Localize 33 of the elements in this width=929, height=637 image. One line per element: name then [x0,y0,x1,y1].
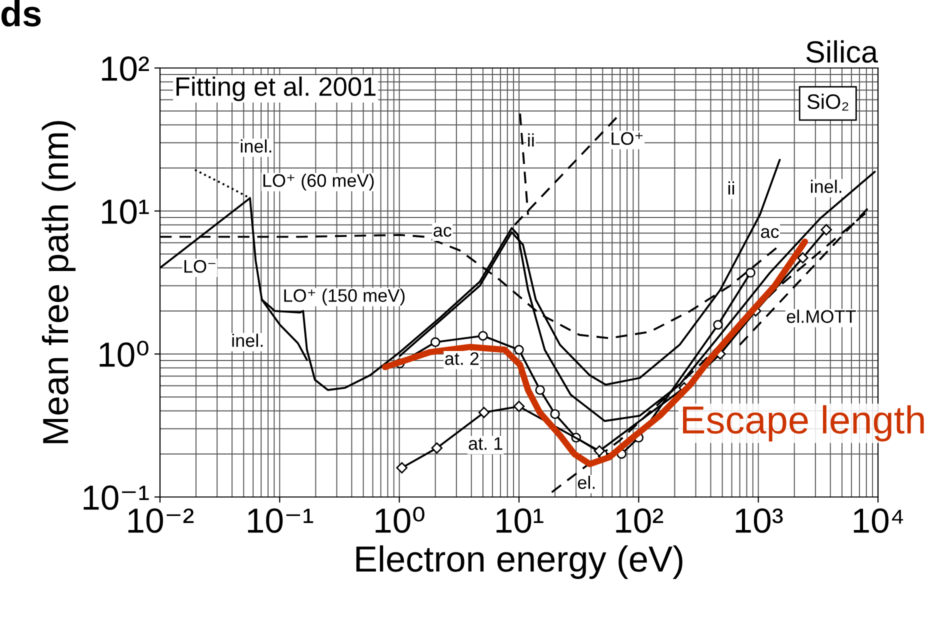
annotation: ii [528,133,534,146]
annotation: SiO₂ [807,94,848,111]
x-tick-label: 10⁻¹ [248,508,314,533]
annotation: ac [761,228,779,238]
x-tick-label: 10⁻² [128,508,194,533]
series-label: Escape length [683,405,924,442]
y-tick-label: 10¹ [102,199,149,224]
chart-title: Silica [806,40,878,63]
annotation: ii [728,181,734,195]
annotation: inel. [810,180,842,193]
annotation: el. [578,476,595,489]
annotation: at. 2 [445,352,479,365]
x-tick-label: 10¹ [496,508,544,533]
x-tick-label: 10³ [736,508,783,533]
y-axis-title: Mean free path (nm) [42,121,76,444]
annotation: LO⁺ [612,132,643,145]
annotation: inel. [232,334,263,347]
annotation: LO⁺ (150 meV) [284,288,405,306]
annotation: LO⁻ [184,260,216,273]
x-tick-label: 10⁰ [376,506,424,533]
x-tick-label: 10² [616,508,664,533]
y-tick-label: 10² [102,56,149,81]
y-tick-label: 10⁻¹ [84,485,149,510]
annotation: inel. [240,139,272,153]
annotation: Fitting et al. 2001 [176,76,376,102]
text: ds [1,0,41,27]
annotation: el.MOTT [786,310,856,323]
y-tick-label: 10⁰ [100,340,148,367]
annotation: LO⁺ (60 meV) [263,174,374,191]
x-tick-label: 10⁴ [854,508,904,533]
annotation: ac [434,226,452,237]
x-axis-title: Electron energy (eV) [356,545,682,579]
annotation: at. 1 [468,437,502,450]
